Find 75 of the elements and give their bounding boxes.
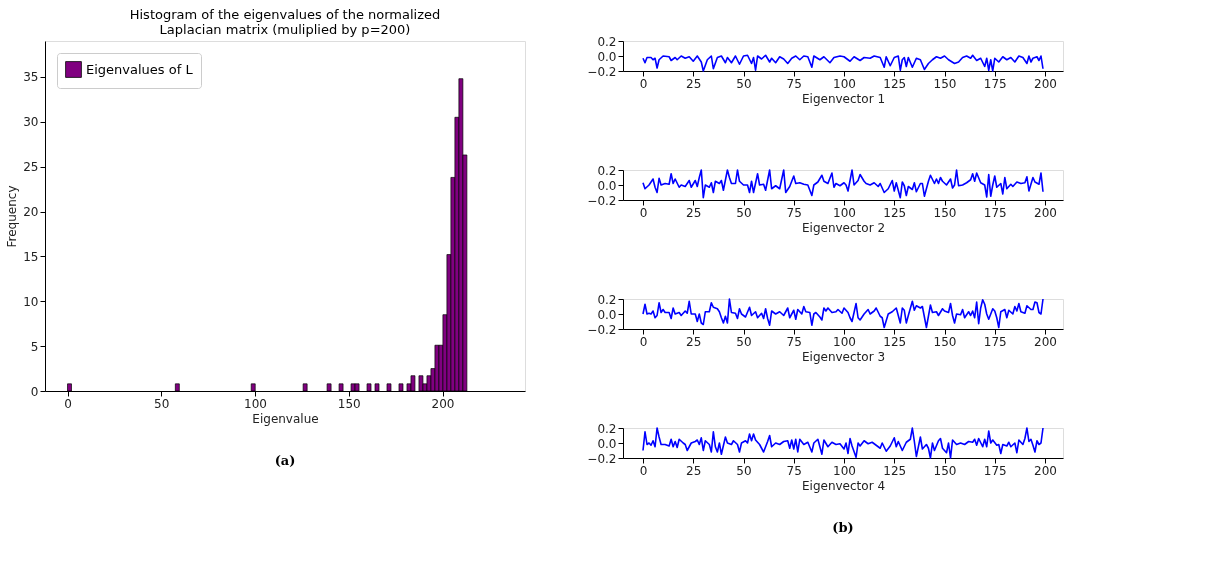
line-series — [642, 427, 1044, 459]
x-tick-label: 50 — [736, 76, 752, 91]
y-tick-label: 0.2 — [597, 163, 617, 178]
x-tick-label: 0 — [639, 463, 648, 478]
x-tick-label: 50 — [154, 396, 170, 411]
x-tick-label: 0 — [639, 76, 648, 91]
x-axis-title: Eigenvector 4 — [801, 478, 886, 493]
y-tick-label: −0.2 — [587, 451, 617, 466]
y-tick-label: 0 — [30, 384, 39, 399]
x-tick-label: 100 — [833, 76, 856, 91]
x-tick-label: 50 — [736, 334, 752, 349]
x-tick-label: 0 — [639, 334, 648, 349]
y-axis-title: Frequency — [5, 185, 20, 248]
x-tick-label: 100 — [833, 463, 856, 478]
x-tick-label: 0 — [64, 396, 72, 411]
x-tick-label: 100 — [244, 396, 267, 411]
legend-label: Eigenvalues of L — [86, 61, 194, 77]
x-axis-title: Eigenvector 2 — [801, 220, 886, 235]
y-tick-label: −0.2 — [587, 322, 617, 337]
text: (b) — [832, 520, 854, 535]
x-tick-label: 75 — [786, 463, 802, 478]
x-tick-label: 200 — [1034, 76, 1057, 91]
y-tick-label: 0.0 — [597, 178, 617, 193]
x-tick-label: 125 — [883, 205, 907, 220]
line-series — [642, 54, 1044, 72]
x-tick-label: 200 — [431, 396, 455, 411]
text: (a) — [274, 453, 296, 468]
x-axis-title: Eigenvector 3 — [801, 349, 886, 364]
x-tick-label: 75 — [786, 76, 802, 91]
y-tick-label: 0.0 — [597, 49, 617, 64]
x-tick-label: 100 — [833, 334, 856, 349]
x-tick-label: 175 — [983, 463, 1007, 478]
x-tick-label: 200 — [1034, 334, 1057, 349]
x-tick-label: 175 — [983, 205, 1007, 220]
x-tick-label: 175 — [983, 76, 1007, 91]
x-tick-label: 25 — [686, 463, 702, 478]
x-tick-label: 175 — [983, 334, 1007, 349]
x-axis-title: Eigenvalue — [252, 411, 319, 426]
x-tick-label: 50 — [736, 205, 752, 220]
x-tick-label: 25 — [686, 76, 702, 91]
x-tick-label: 125 — [883, 76, 907, 91]
x-tick-label: 150 — [933, 463, 957, 478]
y-tick-label: 25 — [23, 160, 39, 175]
y-tick-label: 0.2 — [597, 34, 617, 49]
x-tick-label: 150 — [337, 396, 361, 411]
x-tick-label: 25 — [686, 205, 702, 220]
chart-title: Histogram of the eigenvalues of the normalized Laplacian matrix (muliplied by p=200) — [129, 7, 441, 37]
y-tick-label: 20 — [23, 205, 39, 220]
x-tick-label: 75 — [786, 334, 802, 349]
x-tick-label: 150 — [933, 334, 957, 349]
x-tick-label: 100 — [833, 205, 856, 220]
line-series — [642, 169, 1044, 199]
y-tick-label: −0.2 — [587, 193, 617, 208]
y-tick-label: 0.2 — [597, 421, 617, 436]
y-tick-label: 30 — [23, 115, 39, 130]
x-tick-label: 50 — [736, 463, 752, 478]
x-tick-label: 75 — [786, 205, 802, 220]
x-tick-label: 150 — [933, 76, 957, 91]
y-tick-label: 5 — [30, 339, 39, 354]
x-axis-title: Eigenvector 1 — [801, 91, 886, 106]
y-tick-label: 35 — [23, 70, 39, 85]
y-tick-label: 15 — [23, 249, 39, 264]
x-tick-label: 125 — [883, 463, 907, 478]
y-tick-label: 10 — [23, 294, 39, 309]
line-series — [642, 298, 1044, 329]
x-tick-label: 150 — [933, 205, 957, 220]
x-tick-label: 200 — [1034, 205, 1057, 220]
y-tick-label: 0.0 — [597, 307, 617, 322]
x-tick-label: 200 — [1034, 463, 1057, 478]
y-tick-label: 0.2 — [597, 292, 617, 307]
x-tick-label: 125 — [883, 334, 907, 349]
y-tick-label: 0.0 — [597, 436, 617, 451]
x-tick-label: 25 — [686, 334, 702, 349]
x-tick-label: 0 — [639, 205, 648, 220]
y-tick-label: −0.2 — [587, 64, 617, 79]
